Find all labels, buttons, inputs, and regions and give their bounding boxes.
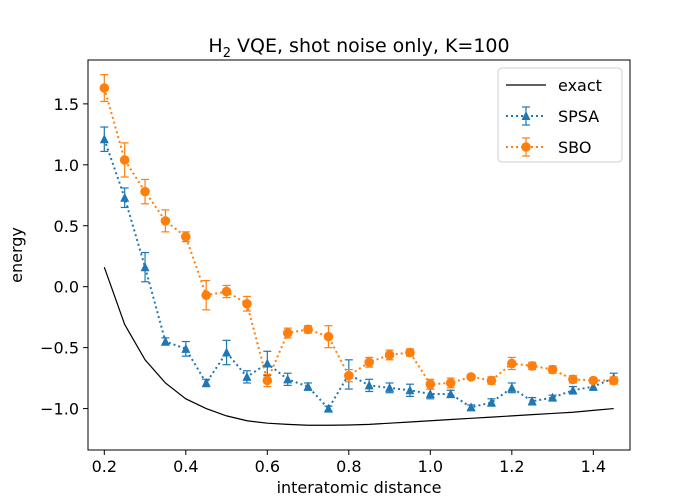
data-point-sbo (303, 324, 313, 335)
data-point-sbo (608, 375, 619, 386)
data-point-sbo (262, 375, 273, 386)
x-tick-label: 0.6 (255, 457, 280, 476)
data-point-sbo (384, 350, 395, 360)
y-tick-label: 1.0 (54, 156, 79, 175)
data-point-spsa (120, 192, 130, 202)
data-point-sbo (547, 364, 558, 375)
data-point-sbo (119, 155, 130, 165)
data-point-sbo (466, 372, 476, 382)
data-point-spsa (588, 381, 598, 391)
data-point-sbo (425, 379, 436, 389)
data-point-sbo (282, 328, 293, 338)
data-point-spsa (527, 396, 537, 406)
data-point-sbo (588, 375, 599, 386)
legend-marker-spsa (521, 111, 531, 120)
data-point-spsa (181, 343, 191, 353)
data-point-spsa (283, 374, 293, 384)
chart-title-suffix: VQE, shot noise only, K=100 (231, 35, 510, 57)
x-axis-label: interatomic distance (277, 478, 442, 497)
x-axis: 0.2 0.4 0.6 0.8 1.0 1.2 1.4 (92, 450, 606, 476)
x-tick-label: 1.2 (499, 457, 524, 476)
data-point-spsa (385, 382, 395, 392)
data-point-sbo (323, 331, 334, 342)
y-tick-label: −0.5 (40, 339, 79, 358)
series-spsa (99, 126, 619, 413)
legend-label-sbo: SBO (558, 138, 591, 157)
y-tick-label: 0.5 (54, 217, 79, 236)
data-point-spsa (201, 377, 211, 387)
data-point-spsa (446, 388, 456, 398)
series-sbo (99, 74, 619, 390)
chart-title-prefix: H (208, 35, 222, 57)
data-point-sbo (140, 186, 150, 197)
data-point-spsa (262, 358, 272, 368)
data-point-sbo (568, 374, 578, 385)
x-tick-label: 0.8 (336, 457, 361, 476)
legend: exact SPSA SBO (497, 67, 623, 163)
data-point-sbo (486, 375, 497, 386)
legend-marker-sbo (521, 142, 531, 152)
data-point-spsa (568, 385, 578, 395)
x-tick-label: 0.4 (173, 457, 198, 476)
data-point-spsa (507, 382, 517, 392)
data-point-sbo (445, 378, 456, 388)
plot-frame (87, 59, 631, 451)
data-point-sbo (99, 83, 110, 93)
data-point-spsa (160, 336, 170, 346)
data-point-sbo (221, 286, 232, 297)
x-tick-label: 1.4 (581, 457, 606, 476)
y-tick-label: −1.0 (40, 400, 79, 419)
y-tick-label: 0.0 (54, 278, 79, 297)
data-point-spsa (242, 371, 252, 381)
chart-title: H2 VQE, shot noise only, K=100 (208, 35, 509, 61)
data-point-spsa (323, 403, 333, 413)
x-tick-label: 1.0 (418, 457, 443, 476)
legend-label-spsa: SPSA (558, 107, 599, 126)
data-point-sbo (507, 358, 517, 369)
data-point-spsa (222, 347, 232, 357)
data-point-spsa (425, 388, 435, 398)
data-point-spsa (303, 381, 313, 391)
plot-area (99, 74, 619, 426)
data-point-spsa (99, 134, 109, 144)
data-point-sbo (242, 298, 252, 309)
chart-title-subscript: 2 (223, 46, 231, 61)
data-point-sbo (160, 216, 171, 226)
data-point-spsa (364, 380, 374, 390)
data-point-spsa (466, 402, 476, 412)
data-point-sbo (181, 231, 191, 242)
legend-label-exact: exact (558, 76, 602, 95)
x-tick-label: 0.2 (92, 457, 117, 476)
series-line-exact (103, 266, 614, 426)
data-point-spsa (486, 397, 496, 407)
data-point-sbo (201, 290, 211, 301)
data-point-spsa (548, 392, 558, 402)
series-exact (103, 266, 614, 426)
data-point-sbo (527, 361, 537, 371)
data-point-spsa (140, 262, 150, 272)
data-point-sbo (364, 357, 374, 368)
y-axis-label: energy (7, 227, 26, 283)
data-point-sbo (405, 347, 415, 358)
data-point-sbo (344, 370, 354, 381)
y-axis: −1.0 −0.5 0.0 0.5 1.0 1.5 (40, 95, 88, 419)
y-tick-label: 1.5 (54, 95, 79, 114)
data-point-spsa (405, 385, 415, 395)
